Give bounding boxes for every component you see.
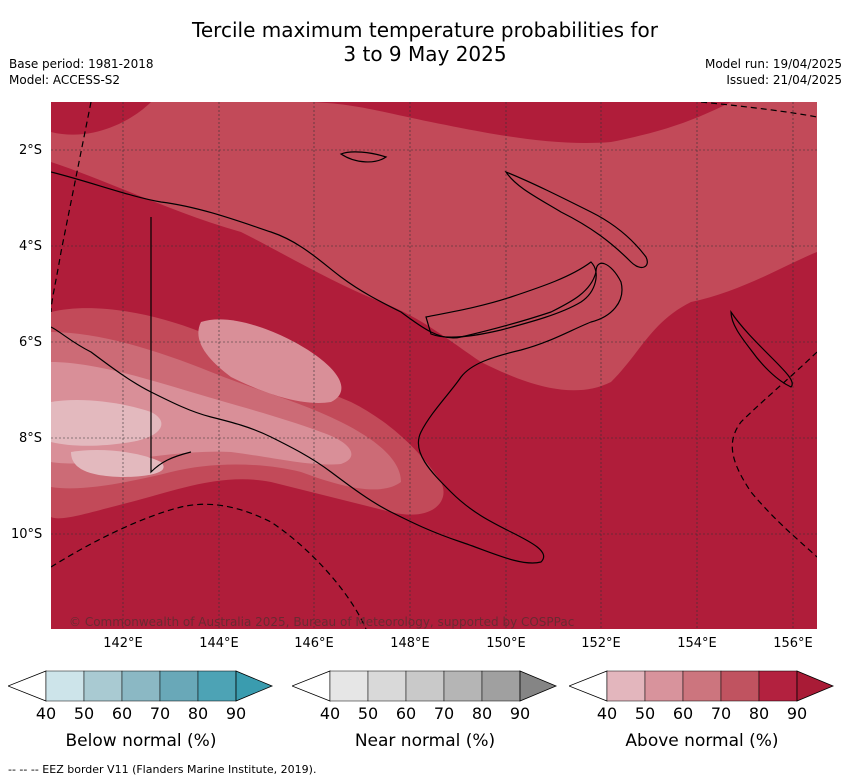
colorbar-above-40-50: [606, 670, 646, 702]
colorbar-above-80-90: [758, 670, 798, 702]
tick-40: 40: [35, 704, 57, 723]
issued-date: Issued: 21/04/2025: [726, 73, 842, 87]
colorbar-below-40: [8, 670, 47, 702]
model-run: Model run: 19/04/2025: [704, 57, 842, 71]
colorbar-above-70-80: [720, 670, 760, 702]
meta-left: Base period: 1981-2018 Model: ACCESS-S2: [9, 56, 154, 88]
map-title: Tercile maximum temperature probabilitie…: [0, 18, 850, 66]
lon-label-152e: 152°E: [581, 636, 621, 651]
tick-70: 70: [710, 704, 732, 723]
colorbar-above-60-70: [682, 670, 722, 702]
region-above-40-50-south: [71, 450, 164, 477]
new-ireland-coastline: [504, 170, 648, 269]
legend-title-near: Near normal (%): [354, 731, 496, 751]
tick-50: 50: [73, 704, 95, 723]
title-line-1: Tercile maximum temperature probabilitie…: [192, 18, 658, 42]
tick-90: 90: [509, 704, 531, 723]
probability-map: © Commonwealth of Australia 2025, Bureau…: [51, 102, 817, 629]
lon-label-146e: 146°E: [294, 636, 334, 651]
model-name: Model: ACCESS-S2: [9, 73, 121, 87]
region-above-50-60-central: [198, 319, 342, 403]
legend-near-normal: 40 50 60 70 80 90 Near normal (%): [292, 670, 558, 760]
colorbar-above-90-plus: [796, 670, 835, 702]
tick-70: 70: [433, 704, 455, 723]
lon-label-150e: 150°E: [486, 636, 526, 651]
tick-60: 60: [672, 704, 694, 723]
meta-right: Model run: 19/04/2025 Issued: 21/04/2025: [705, 56, 842, 88]
colorbar-below-40-50: [45, 670, 85, 702]
tick-40: 40: [596, 704, 618, 723]
lat-label-8s: 8°S: [19, 431, 43, 446]
colorbar-below-50-60: [83, 670, 123, 702]
eez-border: [51, 102, 817, 629]
colorbar-near-40-50: [329, 670, 369, 702]
colorbar-below-80-90: [197, 670, 237, 702]
colorbar-near-50-60: [367, 670, 407, 702]
tick-60: 60: [395, 704, 417, 723]
colorbar-near-60-70: [405, 670, 445, 702]
lon-label-154e: 154°E: [677, 636, 717, 651]
tick-90: 90: [225, 704, 247, 723]
tick-50: 50: [634, 704, 656, 723]
tick-40: 40: [319, 704, 341, 723]
legend-above-normal: 40 50 60 70 80 90 Above normal (%): [569, 670, 835, 760]
lon-label-144e: 144°E: [199, 636, 239, 651]
lat-label-4s: 4°S: [19, 239, 43, 254]
new-britain-coastline: [425, 261, 597, 338]
legend-title-above: Above normal (%): [625, 731, 779, 751]
colorbar-near-70-80: [443, 670, 483, 702]
colorbar-above-50-60: [644, 670, 684, 702]
colorbar-below-70-80: [159, 670, 199, 702]
region-above-70-80: [51, 102, 817, 391]
colorbar-below-90-plus: [235, 670, 274, 702]
tick-90: 90: [786, 704, 808, 723]
lat-label-6s: 6°S: [19, 335, 43, 350]
colorbar-near-80-90: [481, 670, 521, 702]
tick-50: 50: [357, 704, 379, 723]
lat-label-2s: 2°S: [19, 143, 43, 158]
new-guinea-coastline: [51, 171, 623, 564]
bougainville-coastline: [730, 310, 793, 388]
eez-footer-note: -- -- -- EEZ border V11 (Flanders Marine…: [8, 763, 317, 776]
copyright-notice: © Commonwealth of Australia 2025, Bureau…: [69, 615, 574, 629]
colorbar-above-40: [569, 670, 608, 702]
manus-island: [339, 151, 388, 163]
tick-80: 80: [748, 704, 770, 723]
colorbar-near-90-plus: [519, 670, 558, 702]
base-period: Base period: 1981-2018: [9, 57, 154, 71]
tick-80: 80: [471, 704, 493, 723]
colorbar-below-60-70: [121, 670, 161, 702]
colorbar-near-normal: [292, 670, 558, 702]
colorbar-below-normal: [8, 670, 274, 702]
tick-60: 60: [111, 704, 133, 723]
tick-70: 70: [149, 704, 171, 723]
lon-label-156e: 156°E: [773, 636, 813, 651]
colorbar-above-normal: [569, 670, 835, 702]
tick-80: 80: [187, 704, 209, 723]
title-line-2: 3 to 9 May 2025: [343, 42, 507, 66]
legend-below-normal: 40 50 60 70 80 90 Below normal (%): [8, 670, 274, 760]
region-above-40-50: [51, 400, 162, 446]
lon-label-148e: 148°E: [390, 636, 430, 651]
lon-label-142e: 142°E: [103, 636, 143, 651]
lat-label-10s: 10°S: [11, 527, 43, 542]
legend-title-below: Below normal (%): [65, 731, 217, 751]
papua-province-border: [150, 217, 192, 474]
colorbar-near-40: [292, 670, 331, 702]
